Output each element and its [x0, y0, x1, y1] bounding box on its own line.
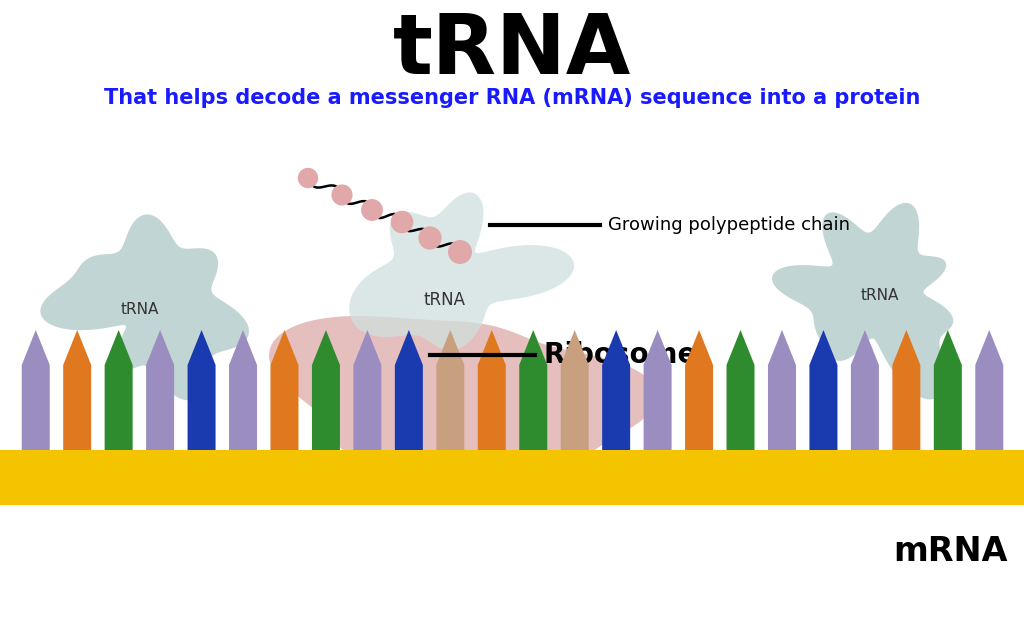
Polygon shape — [349, 193, 574, 350]
Bar — [0, 450, 1024, 505]
Polygon shape — [602, 330, 630, 450]
Circle shape — [361, 199, 383, 221]
Polygon shape — [187, 330, 216, 450]
Polygon shape — [22, 330, 50, 450]
Polygon shape — [312, 330, 340, 450]
Text: tRNA: tRNA — [861, 287, 899, 302]
Polygon shape — [644, 330, 672, 450]
Text: tRNA: tRNA — [121, 302, 159, 318]
Circle shape — [391, 210, 414, 233]
Polygon shape — [726, 330, 755, 450]
Polygon shape — [353, 330, 381, 450]
Text: That helps decode a messenger RNA (mRNA) sequence into a protein: That helps decode a messenger RNA (mRNA)… — [103, 88, 921, 108]
Polygon shape — [975, 330, 1004, 450]
Polygon shape — [809, 330, 838, 450]
Text: tRNA: tRNA — [424, 291, 466, 309]
Circle shape — [298, 168, 318, 188]
Circle shape — [449, 240, 472, 264]
Polygon shape — [146, 330, 174, 450]
Polygon shape — [768, 330, 796, 450]
Polygon shape — [561, 330, 589, 450]
Polygon shape — [40, 214, 249, 400]
Polygon shape — [478, 330, 506, 450]
Polygon shape — [436, 330, 464, 450]
Polygon shape — [229, 330, 257, 450]
Polygon shape — [934, 330, 962, 450]
Text: mRNA: mRNA — [893, 535, 1008, 568]
Polygon shape — [269, 316, 656, 450]
Circle shape — [419, 226, 441, 249]
Polygon shape — [892, 330, 921, 450]
Polygon shape — [270, 330, 298, 450]
Circle shape — [332, 185, 352, 205]
Polygon shape — [395, 330, 423, 450]
Polygon shape — [519, 330, 547, 450]
Polygon shape — [685, 330, 713, 450]
Polygon shape — [104, 330, 133, 450]
Text: Ribosome: Ribosome — [543, 341, 696, 369]
Polygon shape — [851, 330, 879, 450]
Polygon shape — [772, 203, 953, 399]
Polygon shape — [63, 330, 91, 450]
Text: Growing polypeptide chain: Growing polypeptide chain — [608, 216, 850, 234]
Text: tRNA: tRNA — [393, 10, 631, 91]
